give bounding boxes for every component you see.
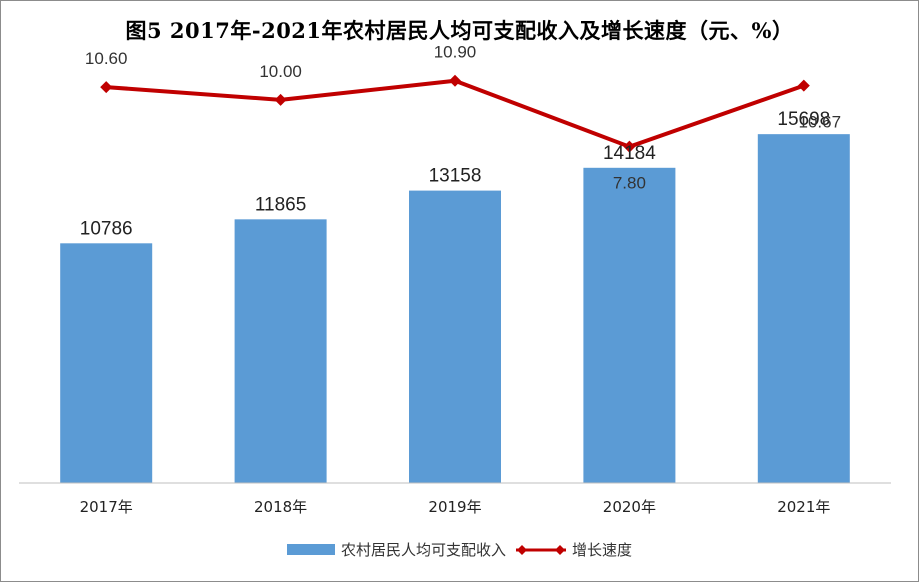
- bar-2021年: [757, 134, 850, 483]
- bars-layer: [60, 134, 850, 484]
- growth-data-label: 10.67: [799, 113, 842, 132]
- line-layer: [100, 74, 810, 153]
- growth-point-marker: [449, 74, 461, 87]
- growth-data-label: 7.80: [613, 174, 646, 193]
- chart-title: 图5 2017年-2021年农村居民人均可支配收入及增长速度（元、%）: [125, 18, 794, 43]
- x-tick-labels: 2017年 2018年 2019年 2020年 2021年: [80, 498, 831, 516]
- growth-data-label: 10.90: [434, 43, 477, 62]
- bar-data-label: 13158: [429, 166, 482, 187]
- legend-bar-swatch: [286, 544, 335, 555]
- bar-2019年: [409, 190, 501, 483]
- growth-point-marker: [797, 79, 810, 92]
- growth-line: [106, 78, 805, 149]
- bar-data-label: 14184: [603, 143, 656, 164]
- x-tick-label: 2021年: [777, 498, 830, 516]
- bar-2018年: [234, 219, 327, 484]
- growth-data-label: 10.00: [259, 62, 302, 81]
- bar-2017年: [60, 243, 153, 483]
- x-tick-label: 2017年: [80, 498, 133, 516]
- legend-item-income: 农村居民人均可支配收入: [286, 539, 506, 560]
- labels-layer: 10786 11865 13158 14184 15698 10.60 10.00 10.90…: [80, 43, 841, 240]
- growth-point-marker: [100, 81, 113, 94]
- x-tick-label: 2018年: [254, 498, 307, 516]
- growth-data-label: 10.60: [85, 49, 128, 68]
- legend-label-growth: 增长速度: [572, 541, 633, 559]
- bar-data-label: 11865: [255, 194, 306, 215]
- legend-label-income: 农村居民人均可支配收入: [340, 541, 506, 559]
- legend: 农村居民人均可支配收入 增长速度: [1, 539, 918, 560]
- x-tick-label: 2020年: [603, 498, 656, 516]
- bar-data-label: 15698: [777, 109, 830, 130]
- x-tick-label: 2019年: [428, 498, 481, 516]
- growth-point-marker: [274, 93, 287, 106]
- legend-line-swatch: [516, 544, 566, 555]
- bar-2020年: [583, 167, 676, 484]
- growth-point-marker: [623, 140, 636, 153]
- legend-item-growth: 增长速度: [514, 539, 632, 560]
- bar-data-label: 10786: [80, 218, 133, 239]
